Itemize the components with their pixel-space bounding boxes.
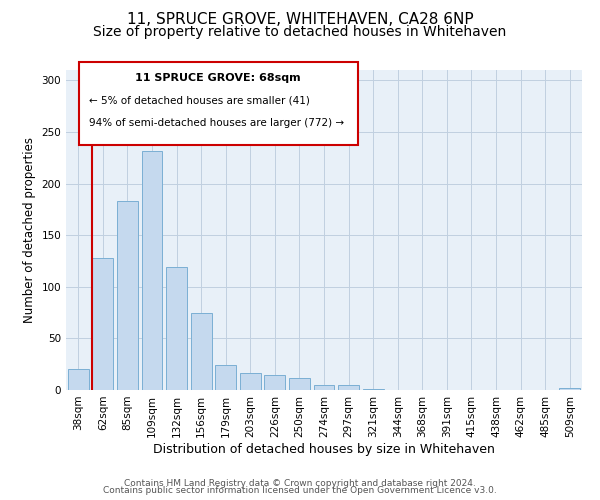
X-axis label: Distribution of detached houses by size in Whitehaven: Distribution of detached houses by size … [153, 442, 495, 456]
Text: 94% of semi-detached houses are larger (772) →: 94% of semi-detached houses are larger (… [89, 118, 344, 128]
Bar [117, 201, 138, 390]
Bar [68, 370, 89, 390]
Bar [338, 385, 359, 390]
Bar [142, 150, 163, 390]
Bar [559, 388, 580, 390]
Bar [191, 312, 212, 390]
Bar [362, 389, 383, 390]
Bar [166, 267, 187, 390]
Text: Contains public sector information licensed under the Open Government Licence v3: Contains public sector information licen… [103, 486, 497, 495]
Bar [314, 385, 334, 390]
Text: Size of property relative to detached houses in Whitehaven: Size of property relative to detached ho… [94, 25, 506, 39]
Y-axis label: Number of detached properties: Number of detached properties [23, 137, 36, 323]
Text: Contains HM Land Registry data © Crown copyright and database right 2024.: Contains HM Land Registry data © Crown c… [124, 478, 476, 488]
Text: 11 SPRUCE GROVE: 68sqm: 11 SPRUCE GROVE: 68sqm [136, 73, 301, 83]
FancyBboxPatch shape [79, 62, 358, 145]
Text: 11, SPRUCE GROVE, WHITEHAVEN, CA28 6NP: 11, SPRUCE GROVE, WHITEHAVEN, CA28 6NP [127, 12, 473, 28]
Bar [240, 374, 261, 390]
Bar [92, 258, 113, 390]
Text: ← 5% of detached houses are smaller (41): ← 5% of detached houses are smaller (41) [89, 96, 310, 106]
Bar [289, 378, 310, 390]
Bar [215, 365, 236, 390]
Bar [265, 374, 286, 390]
